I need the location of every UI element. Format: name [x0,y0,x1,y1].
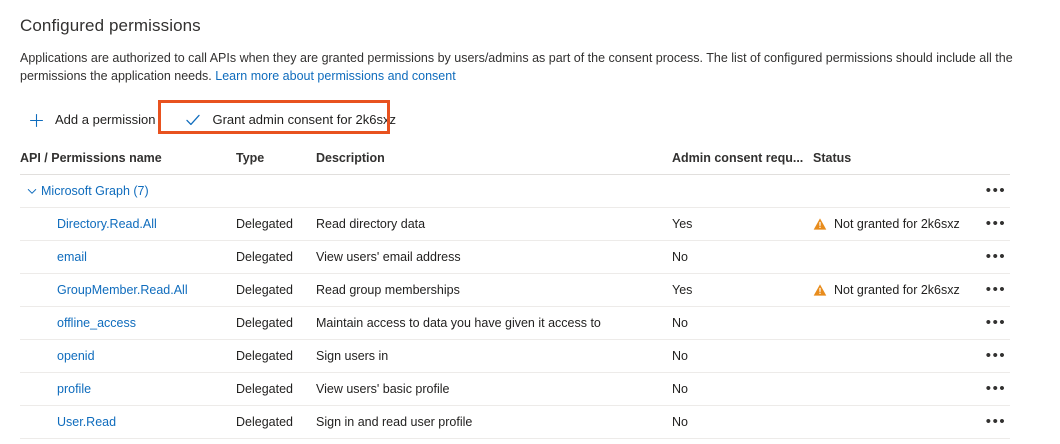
cell-row-menu: ••• [973,273,1010,307]
table-row[interactable]: profile Delegated View users' basic profil… [20,372,1010,406]
status-text: Not granted for 2k6sxz [834,283,960,297]
row-menu-button[interactable]: ••• [982,311,1010,335]
header-permissions-name: API / Permissions name [20,151,236,175]
chevron-down-icon[interactable] [25,184,39,198]
cell-type: Delegated [236,240,316,274]
cell-admin-consent: No [672,240,813,274]
cell-description: Read group memberships [316,273,672,307]
header-menu [973,151,1010,175]
add-permission-label: Add a permission [55,112,156,127]
cell-permission-name: User.Read [20,405,236,439]
permissions-table-body: Microsoft Graph (7) ••• Directory.Read.A… [20,174,1010,439]
add-permission-button[interactable]: Add a permission [20,104,165,136]
cell-type: Delegated [236,405,316,439]
table-header-row: API / Permissions name Type Description … [20,151,1010,175]
description-text: Applications are authorized to call APIs… [20,51,1013,83]
table-row[interactable]: GroupMember.Read.All Delegated Read group … [20,273,1010,307]
cell-status [813,339,973,373]
permission-link[interactable]: profile [57,382,92,396]
cell-type: Delegated [236,372,316,406]
table-row[interactable]: email Delegated View users' email address N… [20,240,1010,274]
command-bar: Add a permission Grant admin consent for… [20,100,1040,137]
row-menu-button[interactable]: ••• [982,377,1010,401]
cell-admin-consent: No [672,306,813,340]
plus-icon [24,110,48,130]
cell-admin-consent: No [672,339,813,373]
permission-link[interactable]: GroupMember.Read.All [57,283,188,297]
cell-row-menu: ••• [973,339,1010,373]
cell-status [813,240,973,274]
cell-admin-consent: No [672,372,813,406]
permission-link[interactable]: Directory.Read.All [57,217,157,231]
row-menu-button[interactable]: ••• [982,212,1010,236]
group-menu-cell: ••• [973,174,1010,208]
group-name-cell: Microsoft Graph (7) [20,174,973,208]
cell-description: View users' basic profile [316,372,672,406]
cell-admin-consent: No [672,405,813,439]
checkmark-icon [181,110,205,130]
table-row[interactable]: Directory.Read.All Delegated Read director… [20,207,1010,241]
permission-link[interactable]: offline_access [57,316,136,330]
header-description: Description [316,151,672,175]
cell-permission-name: GroupMember.Read.All [20,273,236,307]
row-menu-button[interactable]: ••• [982,278,1010,302]
cell-type: Delegated [236,339,316,373]
cell-type: Delegated [236,273,316,307]
cell-row-menu: ••• [973,306,1010,340]
cell-description: Maintain access to data you have given i… [316,306,672,340]
permissions-table: API / Permissions name Type Description … [20,151,1010,439]
table-row[interactable]: User.Read Delegated Sign in and read user … [20,405,1010,439]
cell-row-menu: ••• [973,372,1010,406]
cell-permission-name: profile [20,372,236,406]
status-text: Not granted for 2k6sxz [834,217,960,231]
permission-link[interactable]: openid [57,349,95,363]
table-group-row-microsoft-graph[interactable]: Microsoft Graph (7) ••• [20,174,1010,208]
cell-admin-consent: Yes [672,273,813,307]
warning-icon [813,283,827,297]
page-description: Applications are authorized to call APIs… [20,37,1040,85]
table-row[interactable]: offline_access Delegated Maintain access t… [20,306,1010,340]
cell-row-menu: ••• [973,405,1010,439]
grant-admin-consent-button[interactable]: Grant admin consent for 2k6sxz [177,104,406,136]
cell-permission-name: openid [20,339,236,373]
cell-status [813,405,973,439]
row-menu-button[interactable]: ••• [982,344,1010,368]
grant-admin-consent-label: Grant admin consent for 2k6sxz [212,112,396,127]
cell-permission-name: Directory.Read.All [20,207,236,241]
cell-status: Not granted for 2k6sxz [813,273,973,307]
header-status: Status [813,151,973,175]
header-type: Type [236,151,316,175]
permission-link[interactable]: User.Read [57,415,117,429]
table-row[interactable]: openid Delegated Sign users in No ••• [20,339,1010,373]
cell-type: Delegated [236,306,316,340]
permission-link[interactable]: email [57,250,87,264]
group-link-microsoft-graph[interactable]: Microsoft Graph (7) [41,184,149,198]
cell-permission-name: email [20,240,236,274]
cell-status [813,372,973,406]
cell-description: View users' email address [316,240,672,274]
warning-icon [813,217,827,231]
cell-type: Delegated [236,207,316,241]
cell-status [813,306,973,340]
cell-permission-name: offline_access [20,306,236,340]
row-menu-button[interactable]: ••• [982,179,1010,203]
row-menu-button[interactable]: ••• [982,410,1010,434]
cell-description: Sign users in [316,339,672,373]
cell-admin-consent: Yes [672,207,813,241]
page-title: Configured permissions [20,16,201,35]
cell-row-menu: ••• [973,207,1010,241]
cell-row-menu: ••• [973,240,1010,274]
row-menu-button[interactable]: ••• [982,245,1010,269]
header-admin-consent: Admin consent requ... [672,151,813,175]
cell-status: Not granted for 2k6sxz [813,207,973,241]
cell-description: Sign in and read user profile [316,405,672,439]
cell-description: Read directory data [316,207,672,241]
learn-more-link[interactable]: Learn more about permissions and consent [215,69,456,83]
